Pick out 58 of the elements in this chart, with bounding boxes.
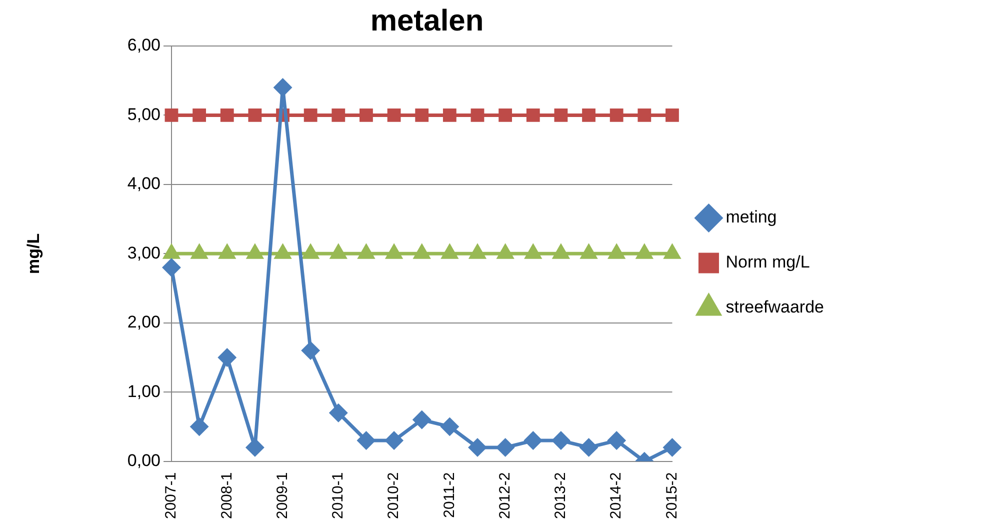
x-tick-label: 2007-1 xyxy=(162,472,180,520)
legend-label: meting xyxy=(726,208,777,227)
point xyxy=(440,418,458,436)
point xyxy=(330,404,348,422)
point xyxy=(360,108,373,122)
point xyxy=(302,342,320,360)
point xyxy=(526,108,540,122)
y-tick-label: 2,00 xyxy=(127,312,160,332)
x-tick-label: 2015-2 xyxy=(663,472,680,520)
x-tick-label: 2013-2 xyxy=(552,472,570,520)
x-tick-label: 2008-1 xyxy=(218,472,236,520)
y-tick-label: 1,00 xyxy=(127,382,160,401)
y-axis-title: mg/L xyxy=(24,233,43,274)
point xyxy=(524,432,542,450)
x-tick-label: 2009-1 xyxy=(274,472,291,520)
x-tick-label: 2012-2 xyxy=(496,472,514,520)
y-tick-label: 3,00 xyxy=(127,243,160,262)
point xyxy=(304,108,318,122)
legend-label: streefwaarde xyxy=(726,298,824,317)
point xyxy=(498,108,512,122)
point xyxy=(413,411,431,429)
point xyxy=(468,438,486,456)
y-tick-label: 5,00 xyxy=(127,104,160,124)
point xyxy=(554,108,568,122)
legend-label: Norm mg/L xyxy=(726,252,810,272)
point xyxy=(162,258,180,276)
x-tick-label: 2011-2 xyxy=(440,472,458,518)
point xyxy=(190,418,208,436)
point xyxy=(496,438,514,456)
point xyxy=(582,108,596,122)
x-tick-label: 2010-1 xyxy=(330,472,347,520)
point xyxy=(442,108,456,122)
point xyxy=(610,108,624,122)
point xyxy=(387,108,401,122)
point xyxy=(470,108,484,122)
y-tick-label: 6,00 xyxy=(127,36,160,55)
y-tick-label: 4,00 xyxy=(127,174,160,194)
point xyxy=(164,108,178,122)
point xyxy=(666,108,679,122)
x-tick-label: 2014-2 xyxy=(608,472,625,520)
point xyxy=(248,108,262,122)
point xyxy=(332,108,346,122)
point xyxy=(192,108,206,122)
y-tick-label: 0,00 xyxy=(127,450,160,470)
point xyxy=(218,348,236,366)
point xyxy=(415,108,429,122)
point xyxy=(220,108,234,122)
point xyxy=(357,432,375,450)
chart-title: metalen xyxy=(370,4,484,38)
x-tick-label: 2010-2 xyxy=(385,472,402,520)
point xyxy=(580,438,598,456)
point xyxy=(663,438,681,456)
point xyxy=(608,432,626,450)
point xyxy=(274,78,292,96)
point xyxy=(638,108,652,122)
point xyxy=(385,432,403,450)
point xyxy=(552,432,570,450)
point xyxy=(246,438,264,456)
